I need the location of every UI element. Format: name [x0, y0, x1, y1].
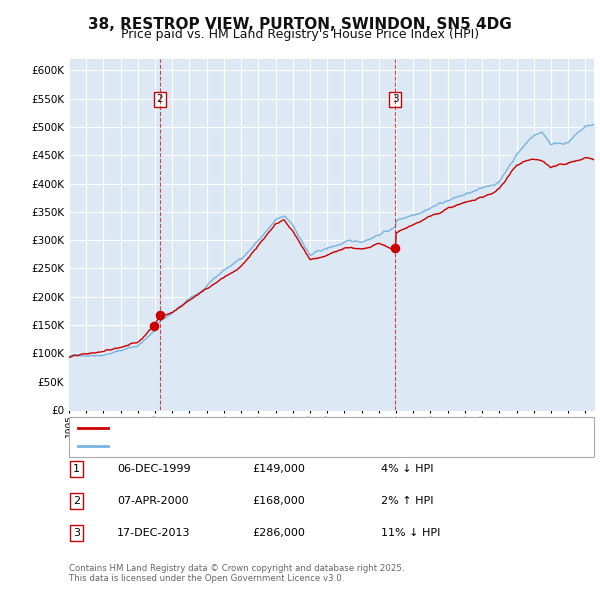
Text: 38, RESTROP VIEW, PURTON, SWINDON, SN5 4DG (detached house): 38, RESTROP VIEW, PURTON, SWINDON, SN5 4…	[112, 424, 466, 434]
Text: 4% ↓ HPI: 4% ↓ HPI	[381, 464, 433, 474]
Point	[391, 244, 400, 253]
Text: 07-APR-2000: 07-APR-2000	[117, 496, 188, 506]
Text: 06-DEC-1999: 06-DEC-1999	[117, 464, 191, 474]
Text: £168,000: £168,000	[252, 496, 305, 506]
Point	[149, 321, 158, 330]
Text: HPI: Average price, detached house, Wiltshire: HPI: Average price, detached house, Wilt…	[112, 441, 351, 451]
Text: 2: 2	[73, 496, 80, 506]
Text: 3: 3	[392, 94, 398, 104]
Point	[155, 310, 164, 320]
Text: Price paid vs. HM Land Registry's House Price Index (HPI): Price paid vs. HM Land Registry's House …	[121, 28, 479, 41]
Text: 2% ↑ HPI: 2% ↑ HPI	[381, 496, 433, 506]
Text: 3: 3	[73, 528, 80, 537]
Text: 17-DEC-2013: 17-DEC-2013	[117, 528, 191, 537]
Text: Contains HM Land Registry data © Crown copyright and database right 2025.
This d: Contains HM Land Registry data © Crown c…	[69, 563, 404, 583]
Text: 38, RESTROP VIEW, PURTON, SWINDON, SN5 4DG: 38, RESTROP VIEW, PURTON, SWINDON, SN5 4…	[88, 17, 512, 31]
Text: £149,000: £149,000	[252, 464, 305, 474]
Text: £286,000: £286,000	[252, 528, 305, 537]
Text: 2: 2	[157, 94, 163, 104]
Text: 11% ↓ HPI: 11% ↓ HPI	[381, 528, 440, 537]
Text: 1: 1	[73, 464, 80, 474]
